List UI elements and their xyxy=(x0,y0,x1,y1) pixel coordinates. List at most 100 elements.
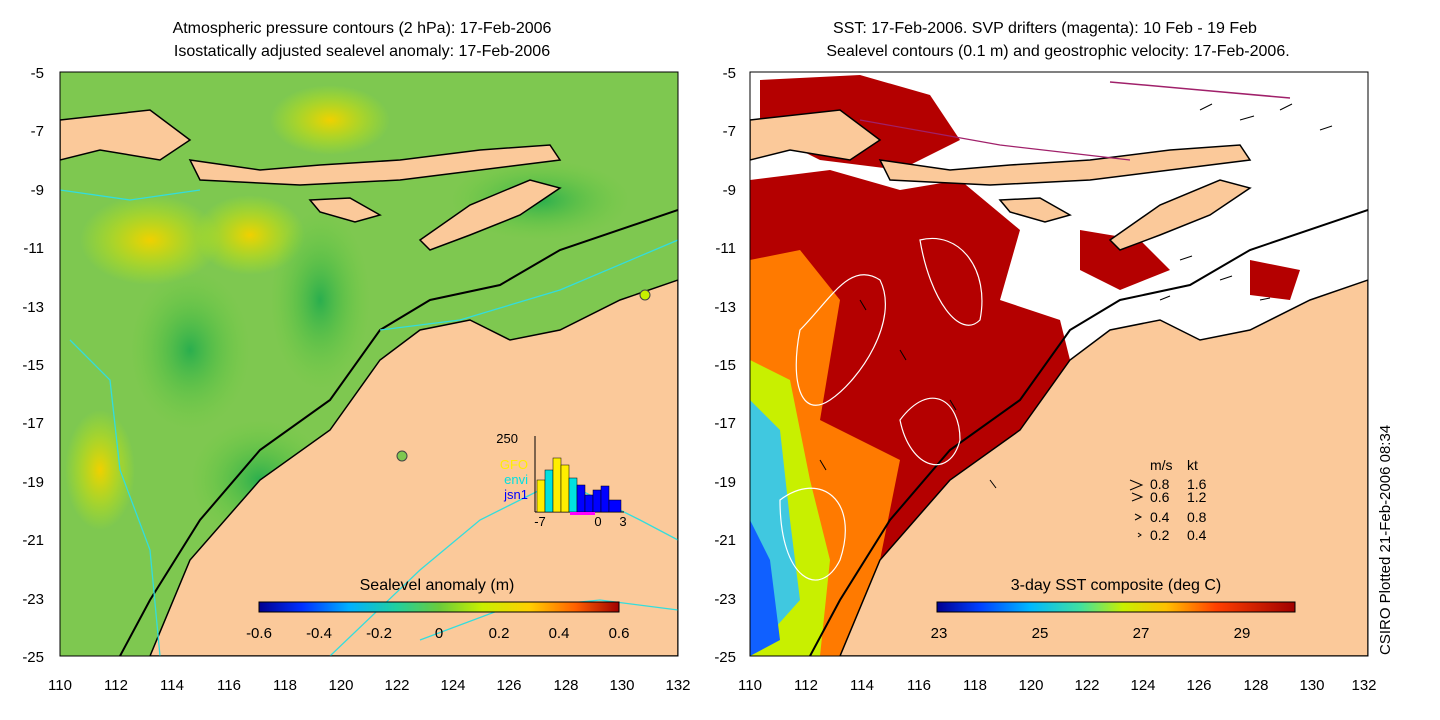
y-tick-label: -17 xyxy=(22,415,44,432)
x-tick-label: 124 xyxy=(1130,677,1155,694)
anomaly-low-blob xyxy=(130,270,250,430)
pressure-contour xyxy=(60,189,201,201)
left-map xyxy=(60,72,678,656)
velocity-arrow xyxy=(899,349,907,361)
right-x-axis: 110 112 114 116 118 120 122 124 126 128 … xyxy=(738,677,1376,694)
anomaly-low-blob xyxy=(270,210,370,390)
pressure-contour xyxy=(69,339,161,656)
sealevel-contour xyxy=(795,274,886,406)
altimeter-inset: 250 GFO envi jsn1 -7 0 3 xyxy=(496,431,626,529)
left-panel: Atmospheric pressure contours (2 hPa): 1… xyxy=(22,20,690,694)
colorbar-tick: 29 xyxy=(1234,625,1251,642)
inset-legend-envi: envi xyxy=(504,472,528,487)
x-tick-label: 118 xyxy=(273,677,297,694)
y-tick-label: -19 xyxy=(22,474,44,491)
velocity-arrow xyxy=(1279,103,1293,111)
legend-header-kt: kt xyxy=(1187,457,1198,473)
y-tick-label: -15 xyxy=(714,357,736,374)
shelf-contour xyxy=(809,209,1368,656)
legend-kt: 0.4 xyxy=(1187,527,1207,543)
lesser-sunda-islands xyxy=(878,144,1252,186)
left-title-line1: Atmospheric pressure contours (2 hPa): 1… xyxy=(173,20,552,37)
x-tick-label: 130 xyxy=(1299,677,1324,694)
sst-colorbar: 3-day SST composite (deg C) 23 25 27 29 xyxy=(931,577,1296,642)
sumba-island xyxy=(308,197,382,223)
pressure-contour xyxy=(329,479,678,656)
x-tick-label: 126 xyxy=(1186,677,1211,694)
left-x-axis: 110 112 114 116 118 120 122 124 126 128 … xyxy=(48,677,690,694)
legend-arrow-0-8 xyxy=(1129,479,1144,491)
y-tick-label: -11 xyxy=(23,240,44,257)
inset-legend-jsn1: jsn1 xyxy=(503,487,528,502)
velocity-arrow xyxy=(1159,295,1171,301)
sst-cold-region xyxy=(750,520,780,656)
x-tick-label: 116 xyxy=(907,677,931,694)
sst-warm-patch xyxy=(1250,260,1300,300)
inset-x-tick: 3 xyxy=(619,514,626,529)
inset-drifter-span xyxy=(570,512,595,515)
legend-ms: 0.4 xyxy=(1150,509,1170,525)
colorbar-tick: 0.6 xyxy=(609,625,630,642)
x-tick-label: 114 xyxy=(160,677,184,694)
x-tick-label: 120 xyxy=(1018,677,1043,694)
velocity-arrow xyxy=(1239,115,1255,121)
sealevel-contour xyxy=(919,237,983,326)
y-tick-label: -15 xyxy=(22,357,44,374)
velocity-arrow xyxy=(1179,255,1193,261)
colorbar-ramp xyxy=(258,601,620,613)
colorbar-tick: -0.6 xyxy=(246,625,272,642)
inset-ymax-label: 250 xyxy=(496,431,518,446)
y-tick-label: -23 xyxy=(22,591,44,608)
inset-bar xyxy=(560,464,570,513)
velocity-arrow xyxy=(819,459,827,471)
pressure-contour xyxy=(379,239,678,331)
velocity-arrow xyxy=(1199,103,1213,111)
java-island xyxy=(60,109,192,161)
y-tick-label: -5 xyxy=(31,65,44,82)
x-tick-label: 112 xyxy=(104,677,128,694)
velocity-arrow xyxy=(1259,297,1271,301)
x-tick-label: 110 xyxy=(48,677,72,694)
legend-kt: 1.2 xyxy=(1187,489,1207,505)
right-title-line2: Sealevel contours (0.1 m) and geostrophi… xyxy=(826,43,1289,60)
x-tick-label: 112 xyxy=(794,677,818,694)
colorbar-tick: 27 xyxy=(1133,625,1150,642)
inset-bar xyxy=(592,489,602,513)
inset-bar xyxy=(536,479,546,513)
x-tick-label: 114 xyxy=(850,677,874,694)
x-tick-label: 116 xyxy=(217,677,241,694)
y-tick-label: -13 xyxy=(22,299,44,316)
inset-bar xyxy=(552,457,562,513)
velocity-field xyxy=(819,103,1333,489)
y-tick-label: -21 xyxy=(22,532,44,549)
colorbar-tick: 23 xyxy=(931,625,948,642)
colorbar-tick: 0.2 xyxy=(489,625,510,642)
sealevel-contour xyxy=(779,487,846,581)
tide-gauge-marker xyxy=(396,450,408,462)
shelf-contour xyxy=(119,209,678,656)
sst-warm-patch xyxy=(1080,230,1170,290)
x-tick-label: 124 xyxy=(440,677,465,694)
y-tick-label: -7 xyxy=(723,123,736,140)
inset-x-tick: -7 xyxy=(534,514,546,529)
timor-island xyxy=(418,179,562,251)
x-tick-label: 120 xyxy=(328,677,353,694)
legend-arrow-0-4 xyxy=(1134,513,1143,521)
sealevel-colorbar: Sealevel anomaly (m) -0.6 -0.4 -0.2 0 0.… xyxy=(246,577,629,642)
velocity-arrow xyxy=(1319,125,1333,131)
inset-bar xyxy=(576,484,586,513)
left-map-frame xyxy=(59,71,679,657)
x-tick-label: 130 xyxy=(609,677,634,694)
x-tick-label: 132 xyxy=(665,677,690,694)
colorbar-tick: 0.4 xyxy=(549,625,570,642)
x-tick-label: 118 xyxy=(963,677,987,694)
y-tick-label: -25 xyxy=(22,649,44,666)
right-map-frame xyxy=(749,71,1369,657)
legend-arrow-0-2 xyxy=(1137,532,1142,538)
anomaly-high-blob xyxy=(80,195,220,285)
java-island xyxy=(750,109,882,161)
x-tick-label: 128 xyxy=(553,677,578,694)
inset-bar xyxy=(568,477,578,513)
left-y-axis: -5 -7 -9 -11 -13 -15 -17 -19 -21 -23 -25 xyxy=(22,65,44,666)
